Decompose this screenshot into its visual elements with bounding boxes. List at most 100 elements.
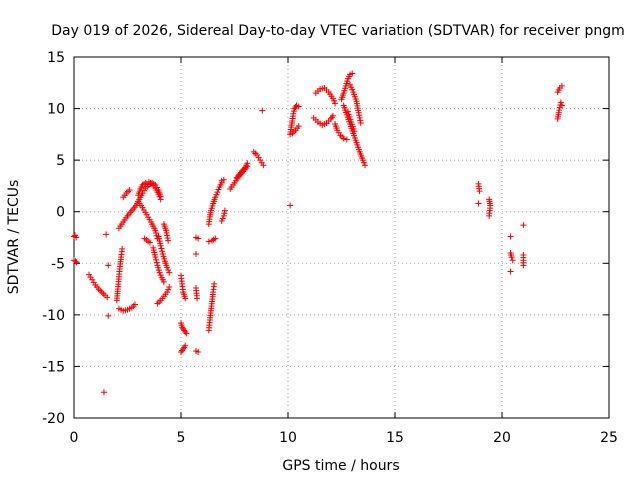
data-point <box>290 110 297 117</box>
data-point <box>164 235 171 242</box>
data-point <box>164 232 171 239</box>
x-tick-label: 10 <box>279 430 297 446</box>
data-point <box>131 301 138 308</box>
data-point <box>486 212 493 219</box>
data-point <box>508 254 515 261</box>
data-point <box>520 262 527 269</box>
data-point <box>331 97 338 104</box>
data-point <box>153 256 160 263</box>
data-point <box>160 278 167 285</box>
data-point <box>73 234 80 241</box>
data-point <box>163 227 170 234</box>
data-point <box>213 191 220 198</box>
data-point <box>155 191 162 198</box>
data-point <box>219 215 226 222</box>
data-point <box>558 102 565 109</box>
chart-title: Day 019 of 2026, Sidereal Day-to-day VTE… <box>51 23 625 39</box>
data-point <box>343 136 350 143</box>
data-point <box>329 95 336 102</box>
data-point <box>152 227 159 234</box>
data-point <box>73 259 80 266</box>
data-point <box>556 107 563 114</box>
data-point <box>119 245 126 252</box>
data-point <box>157 242 164 249</box>
data-point <box>344 108 351 115</box>
data-point <box>218 217 225 224</box>
x-tick-label: 0 <box>70 430 79 446</box>
axis-ticks <box>73 56 610 419</box>
grid-lines <box>74 57 609 418</box>
y-tick-label: -15 <box>42 359 65 375</box>
data-point <box>164 289 171 296</box>
x-tick-labels: 0 5 10 15 20 25 <box>70 430 618 446</box>
x-tick-label: 20 <box>493 430 511 446</box>
data-point <box>357 117 364 124</box>
data-point <box>72 258 79 265</box>
data-point <box>212 235 219 242</box>
data-point <box>360 159 367 166</box>
data-point <box>347 116 354 123</box>
data-point <box>182 295 189 302</box>
data-point <box>104 294 111 301</box>
x-axis-label: GPS time / hours <box>282 458 399 474</box>
data-point <box>146 239 153 246</box>
data-point <box>156 193 163 200</box>
data-point <box>558 82 565 89</box>
data-point <box>287 202 294 209</box>
data-point <box>158 245 165 252</box>
data-point <box>105 312 112 319</box>
data-point <box>183 330 190 337</box>
data-point <box>212 194 219 201</box>
data-point <box>259 107 266 114</box>
data-point <box>332 100 339 107</box>
data-point <box>166 284 173 291</box>
data-point <box>355 109 362 116</box>
data-point <box>205 238 212 245</box>
data-points <box>71 70 565 396</box>
data-point <box>211 280 218 287</box>
data-point <box>340 135 347 142</box>
y-axis-label: SDTVAR / TECUs <box>6 180 22 295</box>
data-point <box>328 114 335 121</box>
data-point <box>100 389 107 396</box>
data-point <box>520 222 527 229</box>
data-point <box>165 286 172 293</box>
data-point <box>359 157 366 164</box>
data-point <box>221 207 228 214</box>
data-point <box>126 187 133 194</box>
data-point <box>345 111 352 118</box>
data-point <box>165 237 172 244</box>
data-point <box>103 231 110 238</box>
y-tick-label: -5 <box>51 256 65 272</box>
y-tick-label: 15 <box>47 50 65 66</box>
data-point <box>290 108 297 115</box>
data-point <box>295 123 302 130</box>
data-point <box>215 186 222 193</box>
data-point <box>244 160 251 167</box>
x-tick-label: 5 <box>177 430 186 446</box>
data-point <box>295 103 302 110</box>
data-point <box>329 112 336 119</box>
data-point <box>156 269 163 276</box>
y-tick-label: -20 <box>42 411 65 427</box>
data-point <box>356 112 363 119</box>
data-point <box>357 120 364 127</box>
data-point <box>557 99 564 106</box>
data-point <box>159 248 166 255</box>
data-point <box>349 70 356 77</box>
y-tick-label: 10 <box>47 102 65 118</box>
data-point <box>166 269 173 276</box>
data-point <box>351 128 358 135</box>
y-tick-label: 5 <box>56 153 65 169</box>
data-point <box>509 257 516 264</box>
data-point <box>507 268 514 275</box>
data-point <box>475 200 482 207</box>
data-point <box>105 262 112 269</box>
data-point <box>220 212 227 219</box>
data-point <box>362 162 369 169</box>
data-point <box>260 162 267 169</box>
data-point <box>356 114 363 121</box>
data-point <box>182 342 189 349</box>
data-point <box>157 196 164 203</box>
data-point <box>192 251 199 258</box>
